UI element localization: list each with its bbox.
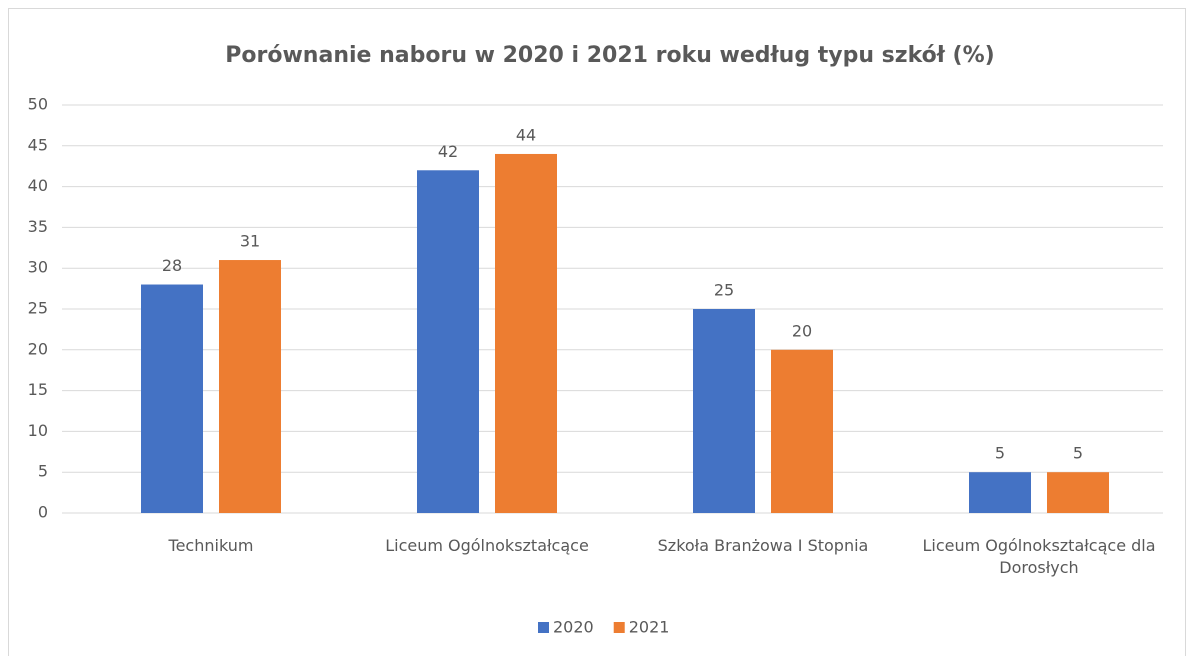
data-label: 20 (792, 321, 812, 340)
y-tick-label: 0 (38, 503, 48, 522)
y-tick-label: 10 (28, 421, 48, 440)
data-label: 25 (714, 281, 734, 300)
bar (771, 349, 833, 513)
bar (969, 472, 1031, 513)
data-label: 44 (516, 125, 536, 144)
x-tick-label: Szkoła Branżowa I Stopnia (657, 536, 869, 555)
legend-label: 2020 (553, 618, 594, 637)
bar (1047, 472, 1109, 513)
bar (141, 284, 203, 513)
legend-swatch (538, 622, 549, 633)
y-tick-label: 30 (28, 258, 48, 277)
legend-swatch (613, 622, 625, 633)
data-label: 42 (438, 142, 458, 161)
y-tick-label: 20 (28, 339, 48, 358)
y-tick-label: 25 (28, 299, 48, 318)
y-tick-label: 35 (28, 217, 48, 236)
bar (693, 309, 755, 513)
bar (219, 260, 281, 513)
x-tick-label: Technikum (168, 536, 254, 555)
y-tick-label: 5 (38, 462, 48, 481)
data-label: 28 (162, 256, 182, 275)
chart-title: Porównanie naboru w 2020 i 2021 roku wed… (225, 43, 994, 68)
bar (495, 153, 557, 513)
y-tick-label: 40 (28, 176, 48, 195)
x-tick-label: Liceum Ogólnokształcące (385, 536, 589, 555)
y-tick-label: 50 (28, 95, 48, 114)
x-tick-label: Liceum Ogólnokształcące dla Dorosłych (922, 536, 1156, 577)
y-tick-label: 45 (28, 135, 48, 154)
data-label: 5 (995, 444, 1005, 463)
chart-border (8, 8, 1186, 656)
y-tick-label: 15 (28, 380, 48, 399)
data-label: 5 (1073, 444, 1083, 463)
data-label: 31 (240, 232, 260, 251)
legend-label: 2021 (629, 618, 670, 637)
bar (417, 170, 479, 513)
